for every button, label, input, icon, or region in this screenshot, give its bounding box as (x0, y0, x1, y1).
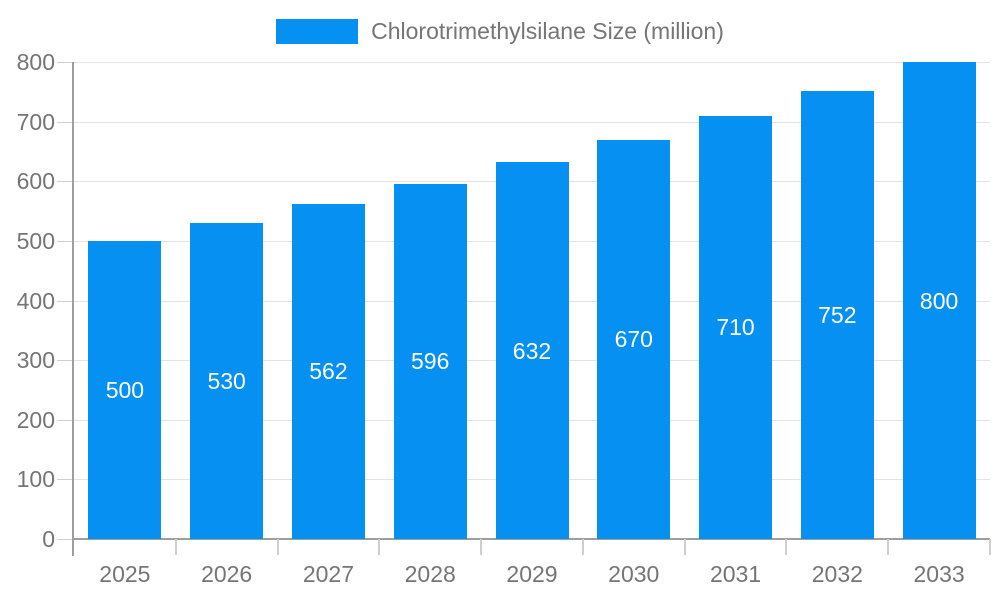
legend-label: Chlorotrimethylsilane Size (million) (371, 18, 724, 44)
y-axis-tick (57, 300, 74, 302)
bar-value-label: 752 (818, 301, 857, 328)
y-axis-tick-label: 700 (16, 108, 55, 135)
x-axis-tick (989, 539, 991, 555)
bar-value-label: 632 (512, 337, 552, 364)
x-axis-category-label: 2030 (608, 561, 660, 587)
x-axis-category-label: 2033 (913, 561, 965, 587)
bar-value-label: 562 (309, 358, 348, 385)
chart-legend[interactable]: Chlorotrimethylsilane Size (million) (0, 18, 1000, 45)
bar-2029[interactable] (495, 162, 569, 539)
bar-2026[interactable] (190, 222, 264, 539)
x-axis-category-label: 2025 (99, 561, 151, 587)
y-axis-tick (57, 539, 74, 540)
bar-2027[interactable] (291, 203, 365, 539)
x-axis-tick (581, 539, 584, 555)
bar-2032[interactable] (800, 90, 874, 539)
y-axis-tick-label: 400 (16, 287, 55, 314)
y-axis-tick (57, 360, 74, 362)
x-axis-tick (276, 539, 279, 555)
y-gridline (74, 121, 990, 123)
bar-2030[interactable] (597, 139, 671, 539)
x-axis-category-label: 2027 (302, 561, 355, 587)
x-axis-tick (174, 539, 177, 555)
y-axis-tick-label: 200 (16, 406, 55, 433)
bar-2031[interactable] (699, 115, 773, 539)
x-axis-tick (683, 539, 686, 555)
y-axis-tick-label: 0 (42, 526, 55, 552)
x-axis-category-label: 2026 (201, 561, 253, 587)
legend-swatch (276, 19, 359, 44)
x-axis-category-label: 2031 (709, 561, 762, 587)
y-axis-tick-label: 600 (16, 168, 55, 195)
y-axis-tick (57, 181, 74, 183)
x-axis-tick (378, 539, 381, 555)
bar-value-label: 710 (716, 314, 755, 341)
bar-2025[interactable] (88, 240, 162, 539)
x-axis-category-label: 2028 (404, 561, 456, 587)
bar-2033[interactable] (902, 62, 976, 539)
y-axis-tick-label: 300 (16, 347, 55, 374)
y-axis-tick-label: 500 (16, 227, 55, 254)
y-axis-tick (57, 121, 74, 123)
x-axis-category-label: 2032 (811, 561, 863, 587)
x-axis-tick (887, 539, 890, 555)
bar-value-label: 596 (411, 348, 450, 375)
x-axis-category-label: 2029 (506, 561, 558, 587)
y-axis-tick (57, 419, 74, 421)
y-axis-tick (57, 62, 74, 63)
y-gridline (74, 62, 990, 63)
y-axis-tick-label: 100 (16, 466, 55, 493)
bar-value-label: 500 (105, 376, 145, 403)
y-axis-line (72, 62, 74, 556)
x-axis-tick (480, 539, 483, 555)
y-axis-tick (57, 479, 74, 481)
y-axis-tick-label: 800 (16, 49, 55, 75)
bar-value-label: 530 (207, 367, 246, 394)
bar-2028[interactable] (393, 183, 467, 539)
x-axis-tick (785, 539, 788, 555)
x-axis-line (72, 538, 990, 540)
bar-value-label: 670 (614, 326, 653, 353)
bar-value-label: 800 (919, 287, 959, 314)
y-axis-tick (57, 240, 74, 242)
